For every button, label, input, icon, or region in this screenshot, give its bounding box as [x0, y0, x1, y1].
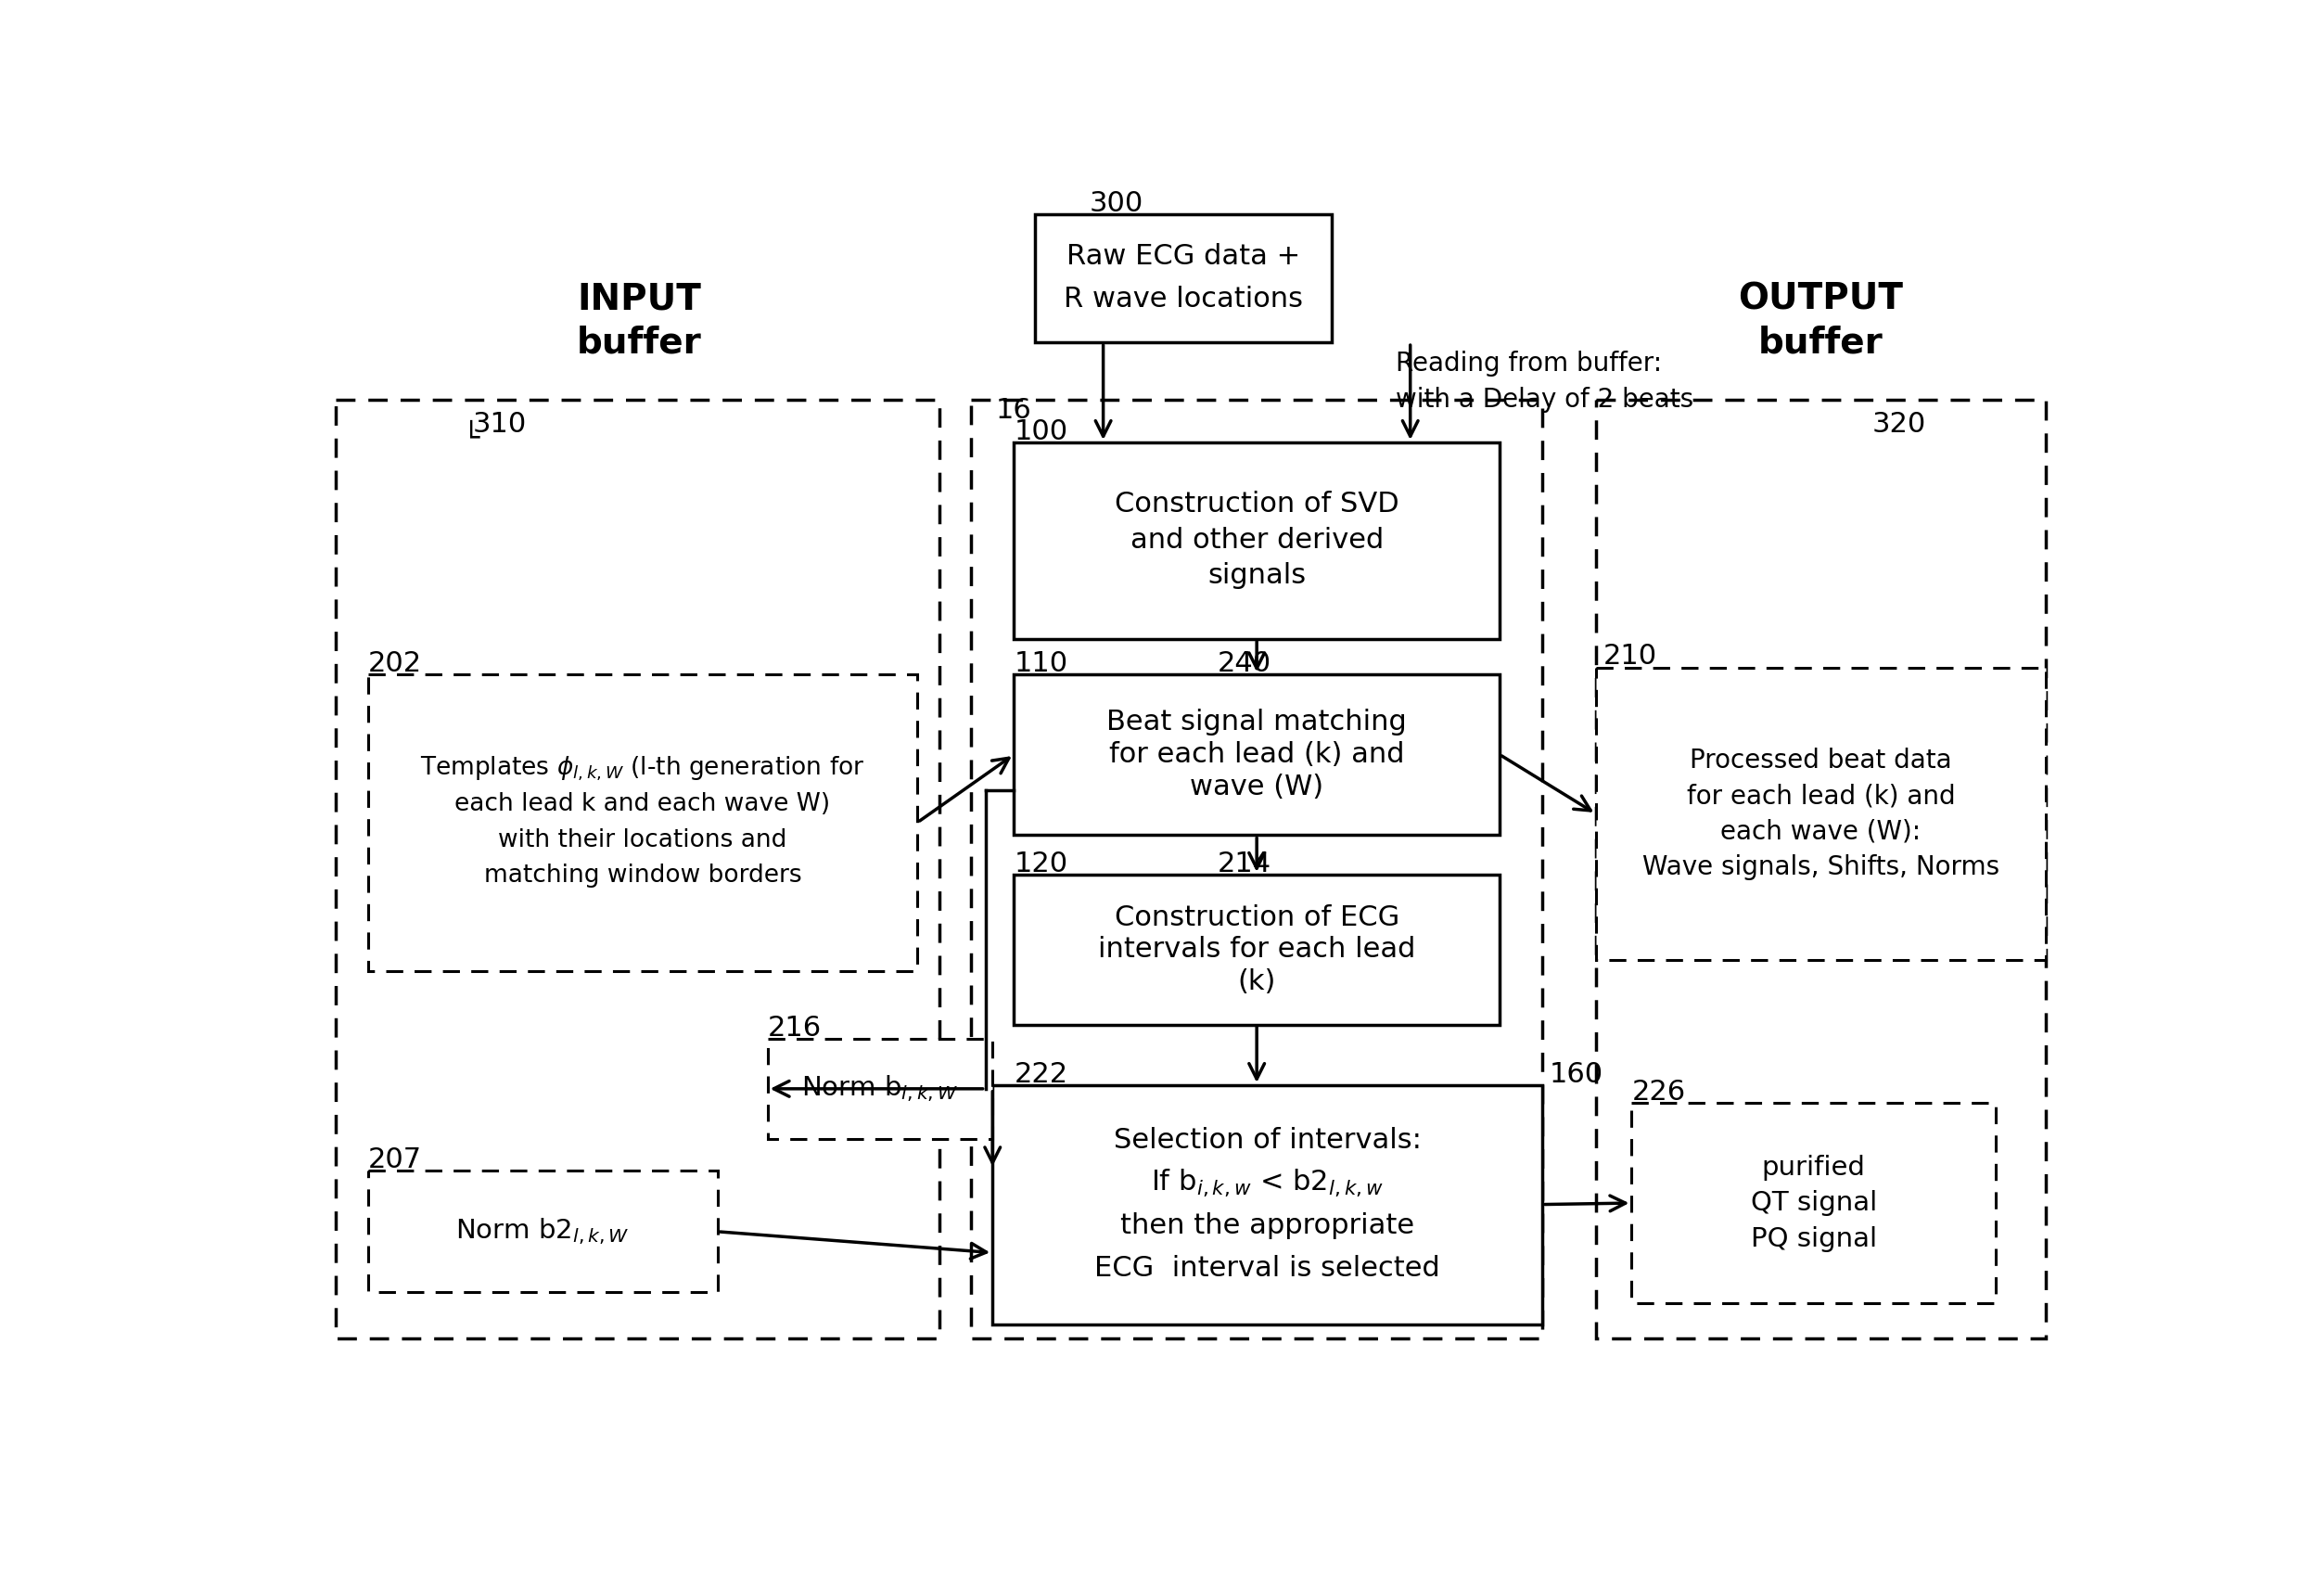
- Text: 300: 300: [1090, 190, 1143, 217]
- Bar: [335, 400, 939, 1339]
- Text: 160: 160: [1550, 1061, 1604, 1088]
- Text: signals: signals: [1208, 562, 1306, 589]
- Text: PQ signal: PQ signal: [1750, 1226, 1878, 1251]
- Text: for each lead (k) and: for each lead (k) and: [1109, 741, 1404, 768]
- Text: wave (W): wave (W): [1190, 773, 1325, 800]
- Text: (k): (k): [1239, 968, 1276, 995]
- Bar: [1037, 214, 1332, 343]
- Text: 100: 100: [1013, 419, 1067, 445]
- Text: 216: 216: [767, 1015, 820, 1042]
- Text: matching window borders: matching window borders: [483, 864, 802, 888]
- Text: Reading from buffer:: Reading from buffer:: [1397, 351, 1662, 376]
- Text: QT signal: QT signal: [1750, 1190, 1878, 1217]
- Text: then the appropriate: then the appropriate: [1120, 1212, 1415, 1239]
- Text: each lead k and each wave W): each lead k and each wave W): [456, 792, 830, 817]
- Text: buffer: buffer: [1759, 324, 1882, 360]
- Bar: [1631, 1103, 1996, 1303]
- Text: R wave locations: R wave locations: [1064, 286, 1304, 313]
- Text: 202: 202: [367, 650, 421, 677]
- Bar: [1597, 400, 2045, 1339]
- Text: 320: 320: [1873, 411, 1927, 438]
- Text: 214: 214: [1218, 850, 1271, 877]
- Text: └: └: [462, 425, 479, 452]
- Bar: [767, 1039, 992, 1138]
- Text: 16: 16: [997, 397, 1032, 423]
- Bar: [367, 675, 918, 971]
- Text: Selection of intervals:: Selection of intervals:: [1113, 1127, 1422, 1154]
- Text: 207: 207: [367, 1147, 421, 1174]
- Text: Processed beat data: Processed beat data: [1690, 748, 1952, 773]
- Bar: [971, 400, 1543, 1339]
- Bar: [1013, 875, 1499, 1025]
- Text: Norm b$_{i,k,W}$: Norm b$_{i,k,W}$: [802, 1073, 957, 1103]
- Text: 222: 222: [1013, 1061, 1067, 1088]
- Bar: [1597, 667, 2045, 960]
- Bar: [367, 1171, 718, 1292]
- Text: Beat signal matching: Beat signal matching: [1106, 708, 1406, 735]
- Text: INPUT: INPUT: [576, 282, 702, 318]
- Text: intervals for each lead: intervals for each lead: [1097, 937, 1415, 963]
- Bar: [1013, 675, 1499, 836]
- Text: 226: 226: [1631, 1078, 1685, 1107]
- Bar: [1013, 442, 1499, 639]
- Text: OUTPUT: OUTPUT: [1738, 282, 1903, 318]
- Text: each wave (W):: each wave (W):: [1720, 818, 1922, 845]
- Text: If b$_{i, k, w}$ < b2$_{l, k, w}$: If b$_{i, k, w}$ < b2$_{l, k, w}$: [1150, 1168, 1385, 1198]
- Text: Wave signals, Shifts, Norms: Wave signals, Shifts, Norms: [1643, 855, 1999, 880]
- Text: Templates $\phi_{l, k, W}$ (l-th generation for: Templates $\phi_{l, k, W}$ (l-th generat…: [421, 754, 865, 782]
- Bar: [992, 1084, 1543, 1324]
- Text: buffer: buffer: [576, 324, 702, 360]
- Text: 310: 310: [472, 411, 528, 438]
- Text: with their locations and: with their locations and: [497, 828, 788, 852]
- Text: 110: 110: [1013, 650, 1067, 677]
- Text: for each lead (k) and: for each lead (k) and: [1687, 782, 1954, 809]
- Text: Norm b2$_{l, k, W}$: Norm b2$_{l, k, W}$: [456, 1217, 630, 1247]
- Text: and other derived: and other derived: [1129, 527, 1383, 554]
- Text: Raw ECG data +: Raw ECG data +: [1067, 244, 1299, 271]
- Text: 240: 240: [1218, 650, 1271, 677]
- Text: Construction of SVD: Construction of SVD: [1116, 491, 1399, 518]
- Text: purified: purified: [1762, 1154, 1866, 1180]
- Text: 120: 120: [1013, 850, 1067, 877]
- Text: ECG  interval is selected: ECG interval is selected: [1095, 1256, 1441, 1283]
- Text: 210: 210: [1604, 644, 1657, 671]
- Text: Construction of ECG: Construction of ECG: [1113, 903, 1399, 930]
- Text: with a Delay of 2 beats: with a Delay of 2 beats: [1397, 387, 1694, 412]
